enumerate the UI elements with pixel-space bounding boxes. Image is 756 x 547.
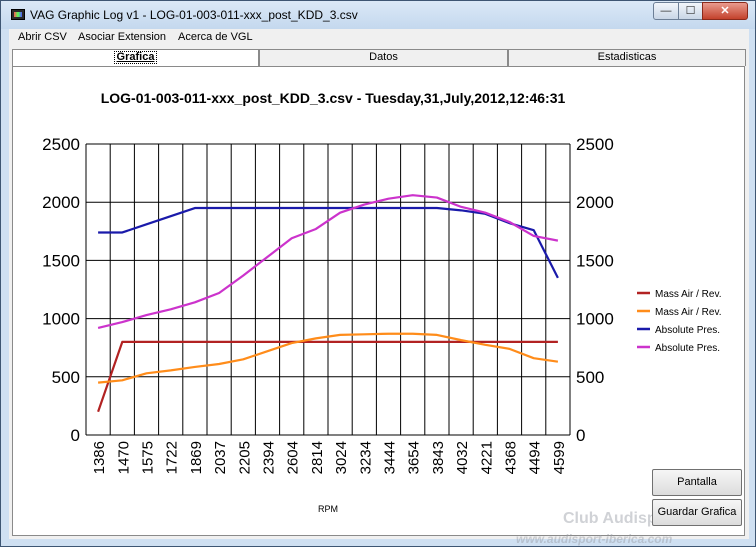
series-line-3 — [98, 206, 559, 279]
x-tick-label: 2394 — [261, 441, 278, 474]
x-tick-label: 2604 — [285, 441, 302, 474]
x-tick-label: 1722 — [164, 441, 181, 474]
y-tick-label-right: 0 — [576, 426, 585, 445]
chart-panel: LOG-01-003-011-xxx_post_KDD_3.csv - Tues… — [12, 66, 745, 536]
y-tick-label-right: 1000 — [576, 310, 614, 329]
x-tick-label: 1386 — [91, 441, 108, 474]
legend-label: Mass Air / Rev. — [655, 307, 722, 318]
minimize-button[interactable]: — — [653, 2, 679, 20]
x-tick-label: 3024 — [333, 441, 350, 474]
x-tick-label: 4032 — [454, 441, 471, 474]
x-tick-label: 4494 — [527, 441, 544, 474]
menu-abrir-csv[interactable]: Abrir CSV — [18, 31, 67, 43]
fullscreen-button[interactable]: Pantalla Completa — [652, 469, 742, 513]
x-tick-label: 4599 — [551, 441, 568, 474]
x-tick-label: 1575 — [140, 441, 157, 474]
y-tick-label-left: 1500 — [42, 251, 80, 270]
x-tick-label: 2037 — [212, 441, 229, 474]
legend-label: Mass Air / Rev. — [655, 289, 722, 300]
legend-label: Absolute Pres. — [655, 343, 720, 354]
x-axis-label: RPM — [318, 504, 338, 514]
menu-acerca-de[interactable]: Acerca de VGL — [178, 31, 253, 43]
x-tick-label: 1470 — [115, 441, 132, 474]
x-tick-label: 4221 — [478, 441, 495, 474]
tab-grafica-label: Grafica — [113, 51, 158, 64]
tab-grafica[interactable]: Grafica — [12, 49, 259, 66]
tab-datos-label: Datos — [369, 51, 398, 63]
y-tick-label-right: 500 — [576, 368, 604, 387]
main-area: Grafica Datos Estadisticas LOG-01-003-01… — [9, 47, 749, 539]
x-tick-label: 4368 — [503, 441, 520, 474]
close-button[interactable]: ✕ — [702, 2, 748, 20]
app-icon — [11, 9, 25, 20]
y-tick-label-left: 1000 — [42, 310, 80, 329]
x-tick-label: 1869 — [188, 441, 205, 474]
title-bar[interactable]: VAG Graphic Log v1 - LOG-01-003-011-xxx_… — [1, 1, 755, 29]
y-tick-label-right: 2000 — [576, 193, 614, 212]
x-tick-label: 3234 — [357, 441, 374, 474]
save-chart-button[interactable]: Guardar Grafica — [652, 499, 742, 526]
chart-title: LOG-01-003-011-xxx_post_KDD_3.csv - Tues… — [101, 90, 566, 106]
y-tick-label-right: 2500 — [576, 135, 614, 154]
tab-estadisticas[interactable]: Estadisticas — [508, 49, 746, 66]
watermark-url: www.audisport-iberica.com — [516, 532, 673, 546]
menu-bar: Abrir CSV Asociar Extension Acerca de VG… — [9, 29, 749, 48]
x-tick-label: 2205 — [236, 441, 253, 474]
x-tick-label: 3654 — [406, 441, 423, 474]
maximize-button[interactable]: ☐ — [678, 2, 703, 20]
tab-datos[interactable]: Datos — [259, 49, 508, 66]
x-tick-label: 3843 — [430, 441, 447, 474]
y-tick-label-left: 2000 — [42, 193, 80, 212]
legend-label: Absolute Pres. — [655, 325, 720, 336]
x-tick-label: 2814 — [309, 441, 326, 474]
menu-asociar-extension[interactable]: Asociar Extension — [78, 31, 167, 43]
tab-estadisticas-label: Estadisticas — [597, 51, 657, 63]
y-tick-label-left: 0 — [71, 426, 80, 445]
series-line-1 — [97, 340, 558, 413]
series-line-2 — [97, 332, 559, 384]
window-title: VAG Graphic Log v1 - LOG-01-003-011-xxx_… — [30, 8, 358, 22]
y-tick-label-right: 1500 — [576, 251, 614, 270]
y-tick-label-left: 500 — [52, 368, 80, 387]
y-tick-label-left: 2500 — [42, 135, 80, 154]
x-tick-label: 3444 — [382, 441, 399, 474]
chart: LOG-01-003-011-xxx_post_KDD_3.csv - Tues… — [42, 90, 722, 514]
series-line-4 — [97, 194, 559, 329]
